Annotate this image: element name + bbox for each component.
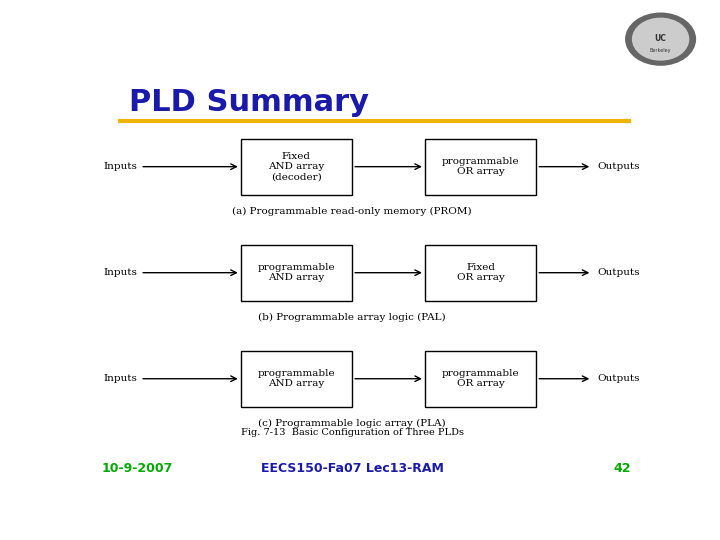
Text: (b) Programmable array logic (PAL): (b) Programmable array logic (PAL) [258, 313, 446, 322]
Text: programmable
OR array: programmable OR array [442, 369, 519, 388]
Text: PLD Summary: PLD Summary [129, 87, 369, 117]
Text: (c) Programmable logic array (PLA): (c) Programmable logic array (PLA) [258, 419, 446, 428]
Bar [240, 139, 352, 195]
Text: Outputs: Outputs [598, 374, 640, 383]
Text: Fixed
OR array: Fixed OR array [456, 263, 505, 282]
Bar [425, 350, 536, 407]
Bar [240, 350, 352, 407]
Text: Inputs: Inputs [104, 374, 138, 383]
Text: 10-9-2007: 10-9-2007 [101, 462, 173, 475]
Text: Inputs: Inputs [104, 268, 138, 277]
Text: programmable
AND array: programmable AND array [258, 263, 336, 282]
Circle shape [632, 18, 689, 60]
Text: Berkeley: Berkeley [650, 48, 671, 53]
Text: Fig. 7-13  Basic Configuration of Three PLDs: Fig. 7-13 Basic Configuration of Three P… [240, 428, 464, 437]
Text: Outputs: Outputs [598, 162, 640, 171]
Text: (a) Programmable read-only memory (PROM): (a) Programmable read-only memory (PROM) [233, 207, 472, 217]
Text: 42: 42 [613, 462, 631, 475]
Text: Inputs: Inputs [104, 162, 138, 171]
Circle shape [625, 12, 696, 66]
Text: programmable
OR array: programmable OR array [442, 157, 519, 177]
Bar [240, 245, 352, 301]
Bar [425, 139, 536, 195]
Text: programmable
AND array: programmable AND array [258, 369, 336, 388]
Bar [425, 245, 536, 301]
Text: UC: UC [654, 33, 667, 43]
Text: Outputs: Outputs [598, 268, 640, 277]
Text: EECS150-Fa07 Lec13-RAM: EECS150-Fa07 Lec13-RAM [261, 462, 444, 475]
Text: Fixed
AND array
(decoder): Fixed AND array (decoder) [269, 152, 325, 181]
